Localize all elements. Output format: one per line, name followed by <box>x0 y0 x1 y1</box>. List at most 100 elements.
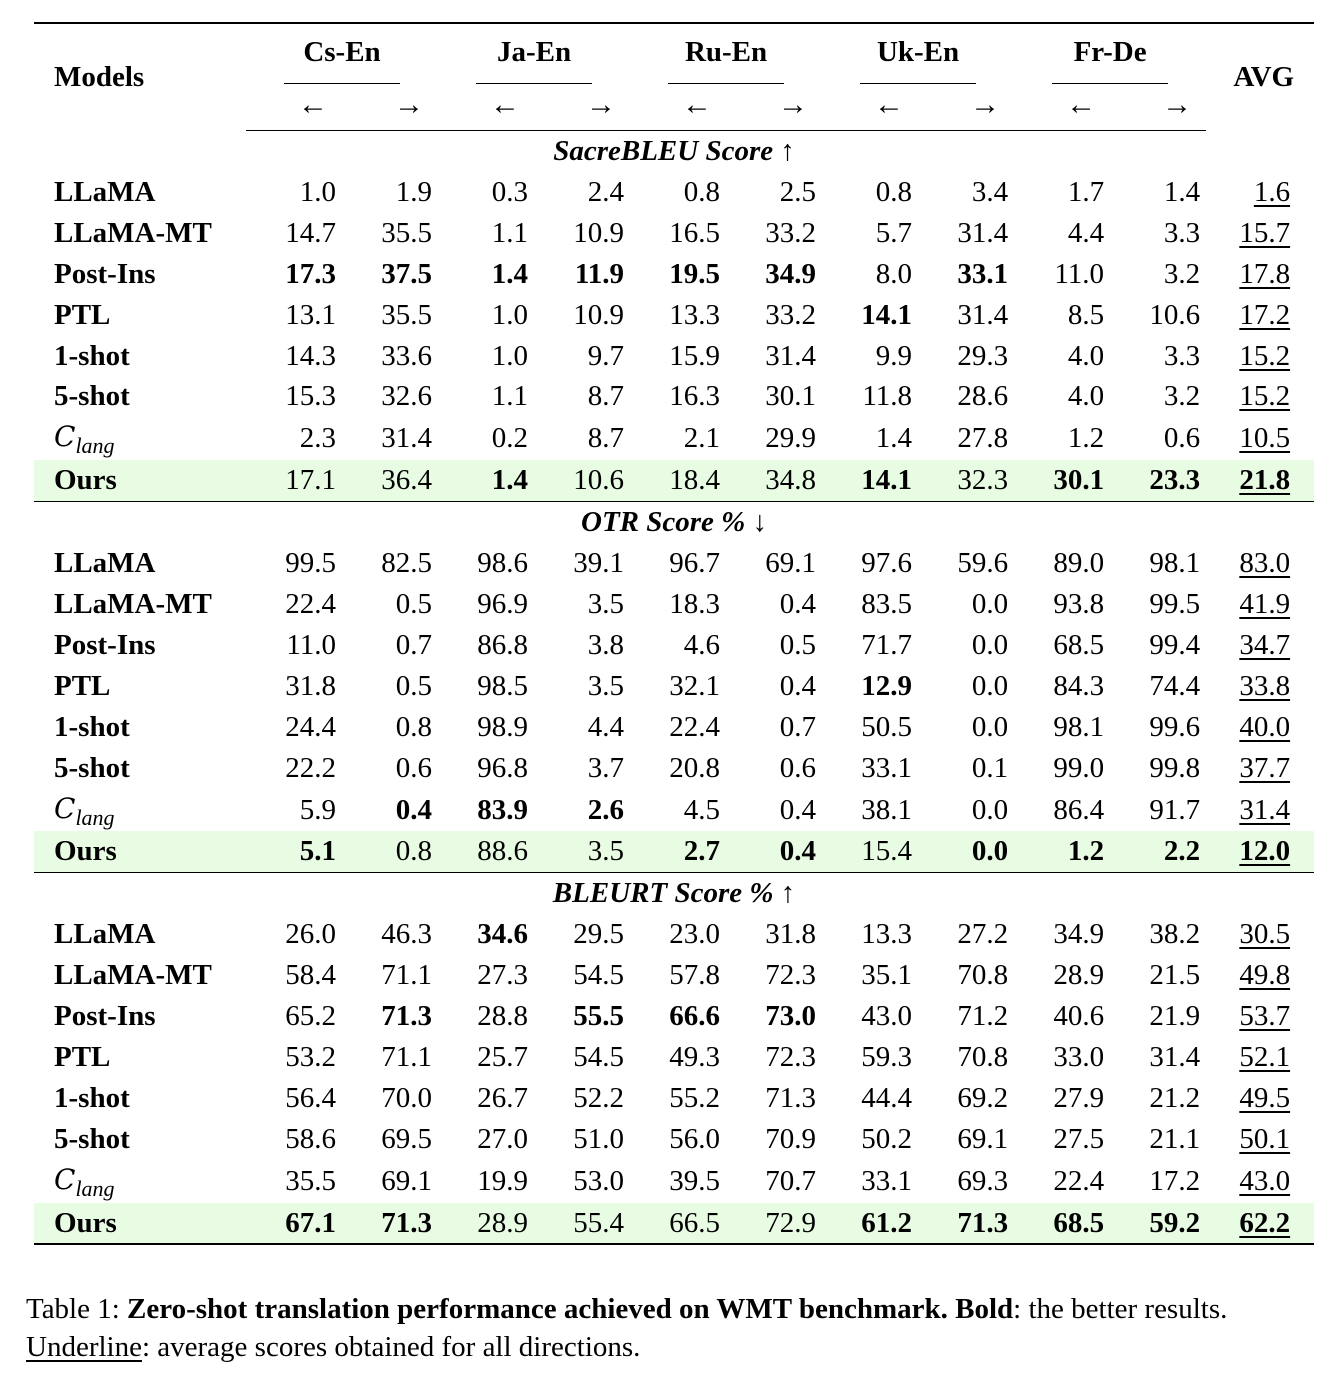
header-row: Models Cs-En Ja-En Ru-En Uk-En Fr-De AVG <box>34 23 1315 93</box>
score-cell: 1.2 <box>1067 422 1105 455</box>
score-cell: 40.6 <box>1053 1000 1105 1033</box>
score-cell: 0.8 <box>875 175 913 208</box>
avg-value: 49.8 <box>1239 959 1291 992</box>
clang-symbol: C <box>54 420 76 454</box>
score-cell: 46.3 <box>381 918 433 951</box>
score-cell: 18.4 <box>630 460 727 502</box>
score-cell: 38.1 <box>861 793 913 826</box>
model-name: Ours <box>34 460 246 502</box>
score-cell: 29.9 <box>765 422 817 455</box>
score-cell: 32.1 <box>669 669 721 702</box>
score-cell: 66.6 <box>669 1000 721 1033</box>
avg-value: 21.8 <box>1239 464 1291 497</box>
score-cell: 69.3 <box>957 1164 1009 1197</box>
score-cell: 58.6 <box>285 1122 336 1155</box>
score-cell: 70.8 <box>957 1040 1009 1073</box>
score-cell: 4.0 <box>1067 339 1105 372</box>
score-cell: 33.2 <box>765 216 817 249</box>
score-cell: 3.2 <box>1163 380 1201 413</box>
score-cell: 15.9 <box>669 339 721 372</box>
avg-value: 53.7 <box>1239 1000 1291 1033</box>
score-cell: 98.5 <box>477 669 529 702</box>
avg-value: 10.5 <box>1239 422 1291 455</box>
avg-cell: 41.9 <box>1206 584 1314 625</box>
model-name-clang: Clang <box>34 1160 246 1203</box>
score-cell: 5.1 <box>246 831 342 873</box>
model-name: 1-shot <box>54 1081 130 1114</box>
score-cell: 27.3 <box>477 959 529 992</box>
score-cell: 2.4 <box>587 175 625 208</box>
clang-subscript: lang <box>75 433 115 459</box>
score-cell: 53.0 <box>573 1164 625 1197</box>
table-row: LLaMA-MT 58.4 71.1 27.3 54.5 57.8 72.3 35.1 70.8… <box>34 955 1314 996</box>
caption-underline-word: Underline <box>26 1331 142 1363</box>
score-cell: 31.4 <box>957 216 1009 249</box>
score-cell: 20.8 <box>669 751 721 784</box>
direction-arrow-right: → <box>726 80 823 131</box>
model-name: PTL <box>54 669 111 702</box>
score-cell: 10.9 <box>573 298 625 331</box>
pair-label: Uk-En <box>822 24 1014 84</box>
caption-bold-word: Bold <box>955 1293 1014 1325</box>
score-cell: 12.9 <box>861 669 913 702</box>
score-cell: 99.5 <box>285 547 336 580</box>
score-cell: 5.9 <box>299 793 336 826</box>
table-row: 1-shot 24.4 0.8 98.9 4.4 22.4 0.7 50.5 0.0 98.1 99… <box>34 707 1314 748</box>
score-cell: 1.1 <box>491 216 529 249</box>
score-cell: 28.9 <box>438 1202 535 1245</box>
direction-arrow-left: ← <box>1014 80 1111 131</box>
score-cell: 28.8 <box>477 1000 529 1033</box>
score-cell: 5.7 <box>875 216 913 249</box>
avg-cell: 30.5 <box>1206 914 1314 955</box>
score-cell: 31.4 <box>957 298 1009 331</box>
score-cell: 1.7 <box>1067 175 1105 208</box>
score-cell: 35.5 <box>285 1164 336 1197</box>
score-cell: 51.0 <box>573 1122 625 1155</box>
score-cell: 3.5 <box>587 669 625 702</box>
score-cell: 23.0 <box>669 918 721 951</box>
score-cell: 0.0 <box>971 587 1009 620</box>
score-cell: 44.4 <box>861 1081 913 1114</box>
score-cell: 3.5 <box>587 587 625 620</box>
score-cell: 96.8 <box>477 751 529 784</box>
score-cell: 17.1 <box>246 460 342 502</box>
avg-value: 12.0 <box>1239 835 1291 868</box>
avg-value: 17.2 <box>1239 298 1291 331</box>
score-cell: 3.4 <box>971 175 1009 208</box>
score-cell: 96.9 <box>477 587 529 620</box>
score-cell: 3.3 <box>1163 339 1201 372</box>
table-row: Clang 5.9 0.4 83.9 2.6 4.5 0.4 38.1 0.0 86.4 91.7 3… <box>34 789 1314 832</box>
score-cell: 93.8 <box>1053 587 1105 620</box>
score-cell: 0.5 <box>395 587 433 620</box>
score-cell: 27.0 <box>477 1122 529 1155</box>
clang-subscript: lang <box>75 804 115 830</box>
score-cell: 29.5 <box>573 918 625 951</box>
table-row: PTL 31.8 0.5 98.5 3.5 32.1 0.4 12.9 0.0 84.3 74.4 3… <box>34 666 1314 707</box>
pair-header-fr-de: Fr-De <box>1014 23 1206 84</box>
score-cell: 16.5 <box>669 216 721 249</box>
score-cell: 1.4 <box>438 460 535 502</box>
score-cell: 11.0 <box>1054 257 1105 290</box>
score-cell: 8.7 <box>587 422 625 455</box>
score-cell: 1.1 <box>491 380 529 413</box>
score-cell: 0.5 <box>395 669 433 702</box>
avg-cell: 50.1 <box>1206 1119 1314 1160</box>
score-cell: 17.3 <box>285 257 336 290</box>
score-cell: 15.4 <box>822 831 919 873</box>
score-cell: 26.7 <box>477 1081 529 1114</box>
avg-value: 49.5 <box>1239 1081 1291 1114</box>
table-row: 1-shot 14.3 33.6 1.0 9.7 15.9 31.4 9.9 29.3 4.0 3.… <box>34 336 1314 377</box>
score-cell: 26.0 <box>285 918 336 951</box>
score-cell: 70.0 <box>381 1081 433 1114</box>
score-cell: 39.1 <box>573 547 625 580</box>
score-cell: 55.4 <box>534 1202 631 1245</box>
score-cell: 69.2 <box>957 1081 1009 1114</box>
score-cell: 0.4 <box>779 669 817 702</box>
table-row: Ours 5.1 0.8 88.6 3.5 2.7 0.4 15.4 0.0 1.2 2.2 12.0 <box>34 831 1315 873</box>
avg-cell: 15.7 <box>1206 213 1314 254</box>
score-cell: 0.1 <box>971 751 1009 784</box>
score-cell: 37.5 <box>381 257 433 290</box>
score-cell: 83.9 <box>477 793 529 826</box>
avg-value: 40.0 <box>1239 710 1291 743</box>
model-name: PTL <box>54 1040 111 1073</box>
